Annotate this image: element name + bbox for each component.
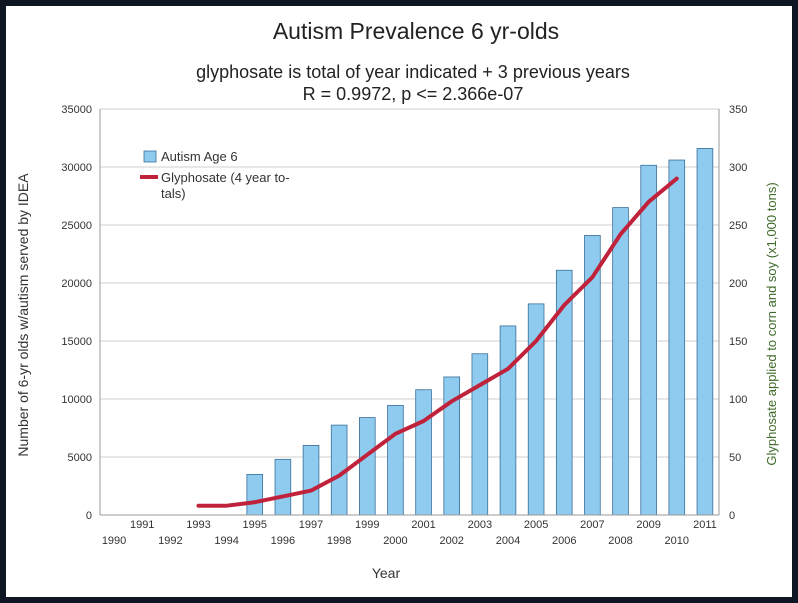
- x-tick-label: 1992: [158, 535, 182, 547]
- x-tick-label: 2004: [496, 535, 520, 547]
- y-right-tick-label: 0: [729, 510, 735, 522]
- x-tick-label: 1990: [102, 535, 126, 547]
- bar: [640, 164, 657, 516]
- y-tick-label: 15000: [61, 336, 92, 348]
- x-tick-label: 2000: [383, 535, 407, 547]
- legend: Autism Age 6 Glyphosate (4 year to-tals): [140, 149, 290, 201]
- bar: [415, 389, 432, 516]
- bar: [471, 353, 489, 516]
- chart-subtitle-line-1: glyphosate is total of year indicated + …: [196, 62, 630, 82]
- x-tick-label: 2009: [636, 519, 660, 531]
- bar: [668, 159, 686, 516]
- x-tick-label: 2011: [693, 519, 717, 531]
- legend-label-line: tals): [161, 186, 186, 201]
- axes: [99, 109, 720, 516]
- glyphosate-line: [196, 176, 679, 508]
- x-tick-label: 1998: [327, 535, 351, 547]
- bar: [696, 148, 714, 516]
- x-tick-label: 2006: [552, 535, 576, 547]
- x-tick-label: 2010: [665, 535, 689, 547]
- chart-title: Autism Prevalence 6 yr-olds: [273, 18, 559, 44]
- y-right-tick-label: 50: [729, 452, 741, 464]
- y-tick-label: 5000: [68, 452, 92, 464]
- x-tick-label: 2003: [468, 519, 492, 531]
- x-tick-label: 1997: [299, 519, 323, 531]
- y-axis-right-title: Glyphosate applied to corn and soy (x1,0…: [764, 182, 779, 465]
- y-right-tick-label: 250: [729, 220, 747, 232]
- x-tick-label: 1996: [271, 535, 295, 547]
- x-tick-label: 2001: [411, 519, 435, 531]
- y-tick-label: 20000: [61, 278, 92, 290]
- y-right-tick-label: 200: [729, 278, 747, 290]
- chart: Autism Prevalence 6 yr-olds glyphosate i…: [15, 18, 779, 581]
- bar: [387, 404, 404, 516]
- bar-series: [246, 148, 714, 516]
- x-tick-label: 1999: [355, 519, 379, 531]
- legend-label-glyphosate: Glyphosate (4 year to-tals): [161, 170, 290, 201]
- tick-labels: 0 5000 10000 15000 20000 25000 30000 35000 0 50 10…: [61, 104, 747, 547]
- y-right-tick-label: 150: [729, 336, 747, 348]
- bar: [302, 444, 320, 516]
- legend-swatch-autism: [143, 150, 157, 163]
- x-tick-label: 2008: [608, 535, 632, 547]
- legend-label-autism: Autism Age 6: [161, 149, 238, 164]
- chart-subtitle-line-2: R = 0.9972, p <= 2.366e-07: [303, 84, 524, 104]
- line-series: [196, 176, 679, 508]
- x-tick-label: 2002: [439, 535, 463, 547]
- y-tick-label: 35000: [61, 104, 92, 116]
- x-tick-label: 2007: [580, 519, 604, 531]
- bar: [612, 207, 629, 516]
- y-right-tick-label: 350: [729, 104, 747, 116]
- legend-label-line: Glyphosate (4 year to-: [161, 170, 290, 185]
- y-axis-title: Number of 6-yr olds w/autism served by I…: [15, 173, 31, 457]
- y-tick-label: 30000: [61, 162, 92, 174]
- bar: [274, 458, 292, 516]
- bar: [359, 417, 376, 516]
- y-tick-label: 10000: [61, 394, 92, 406]
- bar: [246, 473, 264, 516]
- x-tick-label: 2005: [524, 519, 548, 531]
- x-tick-label: 1993: [186, 519, 210, 531]
- y-tick-label: 25000: [61, 220, 92, 232]
- y-right-tick-label: 300: [729, 162, 747, 174]
- y-right-tick-label: 100: [729, 394, 747, 406]
- gridlines: [100, 108, 719, 516]
- x-tick-label: 1995: [243, 519, 267, 531]
- bar: [499, 325, 517, 516]
- chart-frame: Autism Prevalence 6 yr-olds glyphosate i…: [6, 6, 792, 597]
- x-tick-label: 1994: [214, 535, 238, 547]
- x-tick-label: 1991: [130, 519, 154, 531]
- x-axis-title: Year: [372, 565, 401, 581]
- y-tick-label: 0: [86, 510, 92, 522]
